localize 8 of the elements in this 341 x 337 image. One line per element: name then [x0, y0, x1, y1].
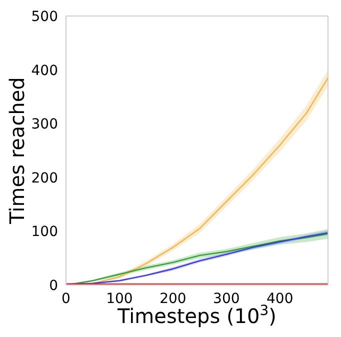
- y-tick-label: 100: [31, 224, 58, 240]
- y-tick-label: 200: [31, 170, 58, 186]
- y-tick-label: 400: [31, 62, 58, 79]
- y-tick-label: 500: [31, 8, 58, 25]
- x-tick-label: 0: [62, 290, 70, 307]
- y-tick-label: 300: [31, 116, 58, 133]
- y-tick-label: 0: [49, 278, 58, 294]
- y-axis-title: Times reached: [5, 77, 30, 225]
